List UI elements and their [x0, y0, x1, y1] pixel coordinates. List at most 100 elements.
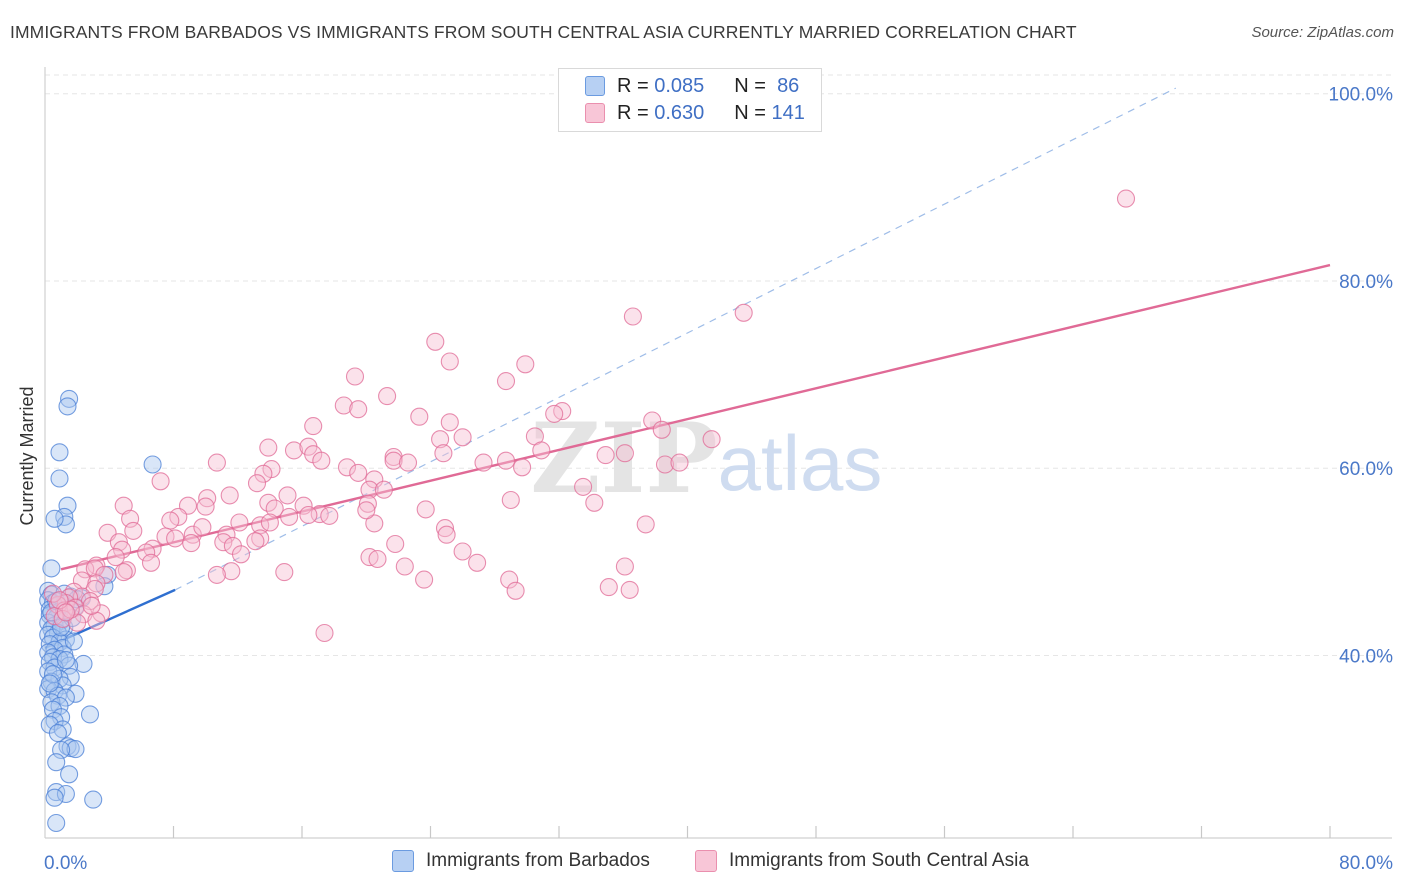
point-south-central-asia — [193, 518, 212, 537]
legend-r-label: R = — [617, 101, 649, 124]
point-south-central-asia — [137, 543, 156, 562]
point-south-central-asia — [574, 477, 593, 496]
point-barbados — [66, 684, 85, 703]
legend-swatch-south-central-asia — [585, 103, 605, 123]
point-south-central-asia — [702, 430, 721, 449]
point-barbados — [42, 559, 61, 578]
point-south-central-asia — [337, 458, 357, 477]
legend-r-value: 0.630 — [654, 101, 705, 124]
point-south-central-asia — [636, 515, 655, 534]
point-south-central-asia — [652, 420, 671, 439]
point-south-central-asia — [312, 451, 331, 470]
point-south-central-asia — [247, 474, 267, 493]
point-barbados — [143, 455, 162, 474]
legend-item-south-central-asia[interactable]: Immigrants from South Central Asia — [695, 850, 1029, 872]
point-south-central-asia — [378, 387, 397, 406]
y-axis-label: Currently Married — [17, 386, 37, 525]
point-south-central-asia — [196, 497, 215, 516]
point-barbados — [84, 790, 103, 809]
point-south-central-asia — [85, 559, 104, 578]
legend-r-label: R = — [617, 74, 649, 97]
point-south-central-asia — [596, 446, 615, 465]
point-south-central-asia — [410, 407, 429, 426]
point-barbados — [40, 674, 59, 693]
legend-n-label: N = — [734, 101, 766, 124]
point-south-central-asia — [114, 496, 133, 515]
point-barbados — [66, 740, 85, 759]
point-south-central-asia — [87, 611, 106, 630]
point-south-central-asia — [734, 303, 753, 322]
point-barbados — [56, 651, 75, 670]
point-south-central-asia — [431, 430, 450, 449]
point-south-central-asia — [251, 529, 270, 548]
trend-extension-barbados — [174, 87, 1177, 591]
legend-swatch-barbados — [585, 76, 605, 96]
point-south-central-asia — [386, 534, 405, 554]
point-south-central-asia — [415, 570, 434, 589]
point-south-central-asia — [368, 549, 387, 569]
legend-n-value: 86 — [777, 74, 800, 97]
point-south-central-asia — [56, 603, 75, 622]
trend-lines — [44, 87, 1331, 650]
y-tick-label: 40.0% — [1339, 646, 1393, 667]
point-south-central-asia — [500, 570, 519, 589]
x-tick-label: 80.0% — [1339, 853, 1393, 874]
point-south-central-asia — [246, 532, 265, 551]
point-south-central-asia — [320, 506, 339, 525]
point-south-central-asia — [121, 509, 140, 528]
point-south-central-asia — [334, 396, 353, 415]
watermark: ZIP atlas — [530, 402, 882, 515]
source-label: Source: ZipAtlas.com — [1251, 24, 1394, 41]
point-south-central-asia — [166, 529, 185, 548]
point-south-central-asia — [278, 486, 297, 505]
point-south-central-asia — [440, 413, 459, 432]
point-south-central-asia — [513, 458, 532, 477]
point-south-central-asia — [117, 561, 136, 580]
point-south-central-asia — [349, 400, 368, 419]
legend-item-barbados[interactable]: Immigrants from Barbados — [392, 850, 650, 872]
point-south-central-asia — [426, 332, 445, 351]
point-south-central-asia — [315, 623, 334, 643]
point-south-central-asia — [231, 545, 251, 564]
point-south-central-asia — [545, 404, 564, 423]
point-south-central-asia — [496, 372, 516, 391]
point-south-central-asia — [360, 480, 379, 499]
legend-label-barbados: Immigrants from Barbados — [426, 850, 650, 871]
point-south-central-asia — [230, 513, 249, 532]
legend-row-south-central-asia: R = 0.630 N = 141 — [585, 100, 805, 126]
point-south-central-asia — [207, 565, 226, 584]
point-south-central-asia — [620, 580, 639, 599]
point-south-central-asia — [468, 553, 487, 572]
point-south-central-asia — [113, 540, 132, 559]
point-barbados — [45, 788, 64, 807]
point-south-central-asia — [532, 441, 551, 460]
point-barbados — [80, 705, 100, 724]
chart-title: IMMIGRANTS FROM BARBADOS VS IMMIGRANTS F… — [10, 22, 1077, 42]
trend-line-south-central-asia — [60, 263, 1331, 571]
point-south-central-asia — [1116, 189, 1136, 208]
point-south-central-asia — [182, 534, 201, 553]
point-south-central-asia — [501, 490, 520, 510]
point-south-central-asia — [76, 560, 95, 579]
legend-r-value: 0.085 — [654, 74, 705, 97]
point-south-central-asia — [437, 525, 456, 544]
point-barbados — [60, 765, 79, 784]
point-south-central-asia — [222, 562, 241, 581]
point-south-central-asia — [416, 500, 435, 519]
point-south-central-asia — [357, 501, 376, 520]
point-south-central-asia — [670, 453, 689, 472]
point-south-central-asia — [280, 507, 299, 526]
point-south-central-asia — [284, 441, 304, 460]
point-south-central-asia — [207, 453, 226, 472]
point-south-central-asia — [440, 352, 459, 371]
point-south-central-asia — [643, 411, 662, 430]
point-south-central-asia — [161, 511, 180, 530]
point-south-central-asia — [655, 455, 675, 474]
point-barbados — [60, 389, 79, 408]
point-barbados — [56, 515, 75, 534]
point-south-central-asia — [453, 428, 472, 447]
point-south-central-asia — [365, 514, 384, 533]
point-south-central-asia — [124, 521, 143, 540]
point-barbados — [74, 654, 93, 673]
point-south-central-asia — [259, 438, 278, 457]
